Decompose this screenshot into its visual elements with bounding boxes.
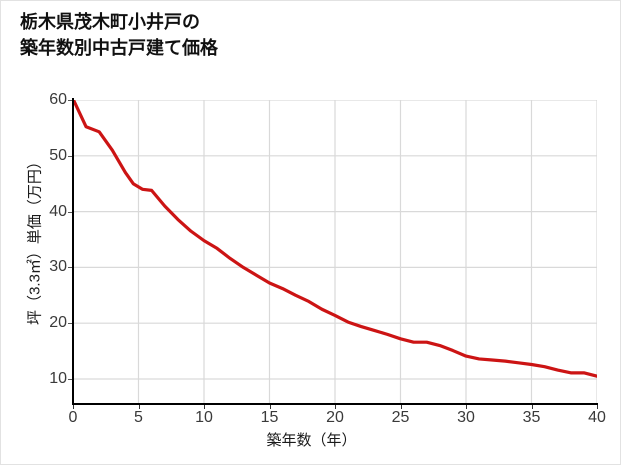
y-axis-line bbox=[72, 98, 74, 405]
y-tick-labels: 10 20 30 40 50 60 bbox=[11, 1, 67, 466]
x-tick-mark bbox=[531, 405, 533, 409]
x-tick-label: 25 bbox=[391, 409, 410, 426]
y-tick-label: 60 bbox=[49, 91, 67, 108]
y-tick-mark bbox=[68, 100, 72, 101]
x-axis-title: 築年数（年） bbox=[266, 432, 357, 449]
y-tick-mark bbox=[68, 379, 72, 380]
plot-area bbox=[73, 100, 597, 403]
x-tick-label: 20 bbox=[326, 409, 344, 426]
x-tick-mark bbox=[400, 405, 402, 409]
gridlines bbox=[73, 100, 597, 403]
y-tick-label: 50 bbox=[49, 146, 67, 164]
y-tick-mark bbox=[68, 267, 72, 269]
y-tick-label: 20 bbox=[49, 314, 67, 332]
x-tick-label: 40 bbox=[588, 409, 606, 426]
x-tick-label: 10 bbox=[195, 409, 213, 426]
y-tick-label: 30 bbox=[49, 258, 67, 276]
y-tick-mark bbox=[68, 211, 72, 213]
x-tick-mark bbox=[204, 405, 205, 409]
x-axis-line bbox=[72, 403, 598, 405]
y-tick-mark bbox=[68, 155, 72, 157]
price-trend-line bbox=[73, 100, 597, 378]
x-tick-mark bbox=[597, 405, 598, 409]
page-title: 栃木県茂木町小井戸の 築年数別中古戸建て価格 bbox=[20, 12, 218, 58]
x-tick-mark bbox=[466, 405, 467, 409]
x-tick-label: 5 bbox=[134, 409, 143, 426]
x-tick-label: 15 bbox=[260, 409, 279, 426]
y-axis-title: 坪（3.3㎡）単価（万円） bbox=[26, 154, 44, 325]
y-tick-label: 10 bbox=[49, 370, 67, 387]
plot-svg bbox=[73, 100, 597, 403]
x-tick-label: 30 bbox=[457, 409, 475, 426]
x-tick-mark bbox=[269, 405, 271, 409]
y-tick-mark bbox=[68, 323, 72, 325]
y-tick-label: 40 bbox=[49, 202, 67, 220]
x-tick-mark bbox=[73, 405, 74, 409]
x-tick-label: 35 bbox=[522, 409, 541, 426]
x-tick-mark bbox=[335, 405, 336, 409]
x-tick-mark bbox=[138, 405, 140, 409]
x-tick-label: 0 bbox=[68, 409, 78, 426]
